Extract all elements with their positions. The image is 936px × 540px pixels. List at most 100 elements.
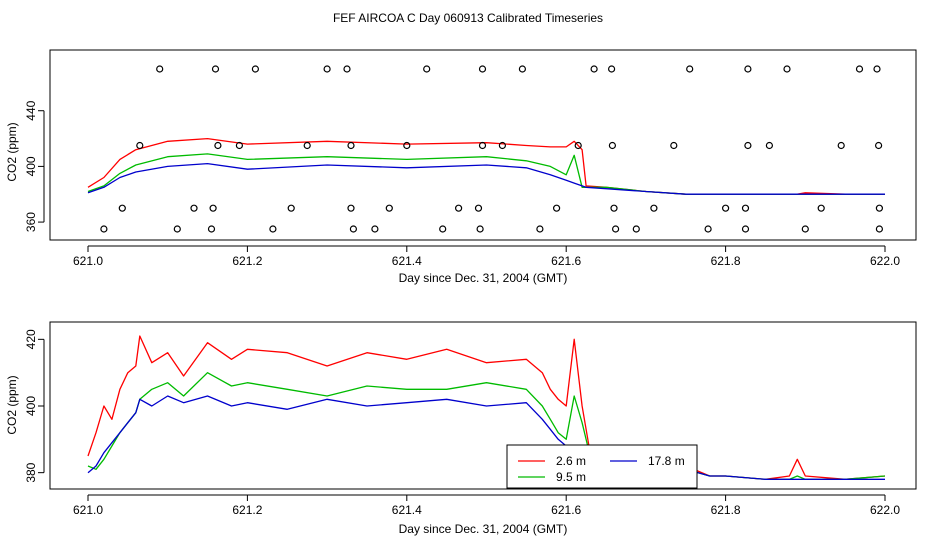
top-x-tick-label: 621.6	[551, 254, 581, 268]
top-point-marker	[741, 225, 750, 233]
top-point-marker	[875, 225, 884, 233]
top-point-marker	[590, 65, 598, 73]
top-point-marker	[478, 141, 487, 150]
top-point-marker	[874, 141, 883, 150]
top-point-marker	[744, 141, 752, 150]
top-point-marker	[704, 225, 712, 233]
top-point-marker	[765, 141, 774, 150]
top-y-axis: 360 400 440	[24, 100, 45, 232]
legend: 2.6 m 9.5 m 17.8 m	[506, 444, 698, 489]
top-point-marker	[235, 141, 243, 150]
bottom-y-tick-label: 380	[24, 462, 38, 482]
legend-box	[506, 444, 698, 489]
top-point-marker	[385, 204, 393, 212]
top-y-tick-label: 400	[24, 156, 38, 176]
top-point-marker	[608, 141, 617, 150]
top-point-marker	[875, 204, 884, 212]
top-point-marker	[607, 65, 616, 73]
top-point-marker	[136, 141, 144, 150]
top-series-17-8-m	[87, 162, 885, 195]
top-point-marker	[349, 225, 357, 233]
top-y-tick-label: 440	[24, 100, 38, 120]
top-point-markers	[100, 65, 884, 233]
top-point-marker	[323, 65, 331, 73]
top-point-marker	[100, 225, 108, 233]
top-panel: 621.0 621.2 621.4 621.6 621.8 622.0 360 400 440…	[5, 49, 917, 285]
top-point-marker	[156, 65, 164, 73]
top-point-marker	[873, 65, 881, 73]
top-x-tick-label: 621.4	[392, 254, 422, 268]
top-y-axis-label: CO2 (ppm)	[5, 122, 19, 181]
top-point-marker	[632, 225, 640, 233]
top-point-marker	[518, 65, 527, 73]
top-series-lines	[87, 137, 885, 195]
top-point-marker	[209, 204, 217, 212]
bottom-series-lines	[87, 335, 886, 480]
top-plot-frame	[49, 49, 917, 241]
top-point-marker	[403, 141, 411, 150]
top-point-marker	[801, 225, 809, 233]
top-point-marker	[741, 204, 750, 212]
top-point-marker	[347, 141, 355, 150]
top-x-tick-label: 621.8	[711, 254, 741, 268]
bottom-y-tick-label: 420	[24, 329, 38, 349]
top-point-marker	[214, 141, 222, 150]
top-point-marker	[287, 204, 295, 212]
top-point-marker	[650, 204, 658, 212]
bottom-x-tick-label: 622.0	[870, 503, 900, 517]
top-point-marker	[118, 204, 126, 212]
top-x-axis-label: Day since Dec. 31, 2004 (GMT)	[399, 271, 568, 285]
top-point-marker	[610, 204, 618, 212]
bottom-x-tick-label: 621.4	[392, 503, 422, 517]
bottom-series-17-8-m	[87, 395, 885, 480]
top-point-marker	[670, 141, 678, 150]
legend-label-9-5m: 9.5 m	[556, 470, 586, 484]
top-point-marker	[744, 65, 752, 73]
bottom-x-tick-label: 621.0	[73, 503, 103, 517]
top-x-tick-label: 621.0	[73, 254, 103, 268]
top-x-tick-label: 622.0	[870, 254, 900, 268]
top-point-marker	[611, 225, 620, 233]
top-series-9-5-m	[87, 153, 885, 195]
top-point-marker	[474, 204, 483, 212]
bottom-plot-frame	[49, 321, 917, 490]
top-point-marker	[303, 141, 311, 150]
bottom-x-axis-label: Day since Dec. 31, 2004 (GMT)	[399, 522, 568, 536]
top-point-marker	[343, 65, 351, 73]
legend-label-17-8m: 17.8 m	[648, 454, 685, 468]
top-point-marker	[574, 141, 582, 150]
bottom-panel: 621.0 621.2 621.4 621.6 621.8 622.0 380 400 420…	[5, 321, 917, 536]
bottom-series-2-6-m	[87, 335, 886, 480]
top-point-marker	[190, 204, 198, 212]
top-point-marker	[423, 65, 431, 73]
top-point-marker	[855, 65, 864, 73]
top-point-marker	[837, 141, 845, 150]
top-point-marker	[721, 204, 730, 212]
bottom-y-axis: 380 400 420	[24, 329, 45, 483]
top-y-tick-label: 360	[24, 212, 38, 232]
bottom-x-tick-label: 621.2	[232, 503, 262, 517]
top-point-marker	[817, 204, 825, 212]
bottom-series-9-5-m	[87, 372, 886, 480]
top-point-marker	[371, 225, 379, 233]
top-point-marker	[173, 225, 181, 233]
figure-title: FEF AIRCOA C Day 060913 Calibrated Times…	[333, 11, 603, 25]
top-point-marker	[439, 225, 447, 233]
top-point-marker	[455, 204, 463, 212]
bottom-y-axis-label: CO2 (ppm)	[5, 375, 19, 434]
top-point-marker	[211, 65, 220, 73]
top-point-marker	[536, 225, 544, 233]
bottom-x-tick-label: 621.6	[551, 503, 581, 517]
top-point-marker	[251, 65, 259, 73]
top-point-marker	[498, 141, 506, 150]
bottom-y-tick-label: 400	[24, 396, 38, 416]
top-series-2-6-m	[87, 137, 885, 195]
top-point-marker	[478, 65, 487, 73]
top-point-marker	[476, 225, 484, 233]
bottom-x-tick-label: 621.8	[711, 503, 741, 517]
top-x-tick-label: 621.2	[232, 254, 262, 268]
top-point-marker	[269, 225, 277, 233]
top-point-marker	[686, 65, 694, 73]
top-point-marker	[552, 204, 561, 212]
